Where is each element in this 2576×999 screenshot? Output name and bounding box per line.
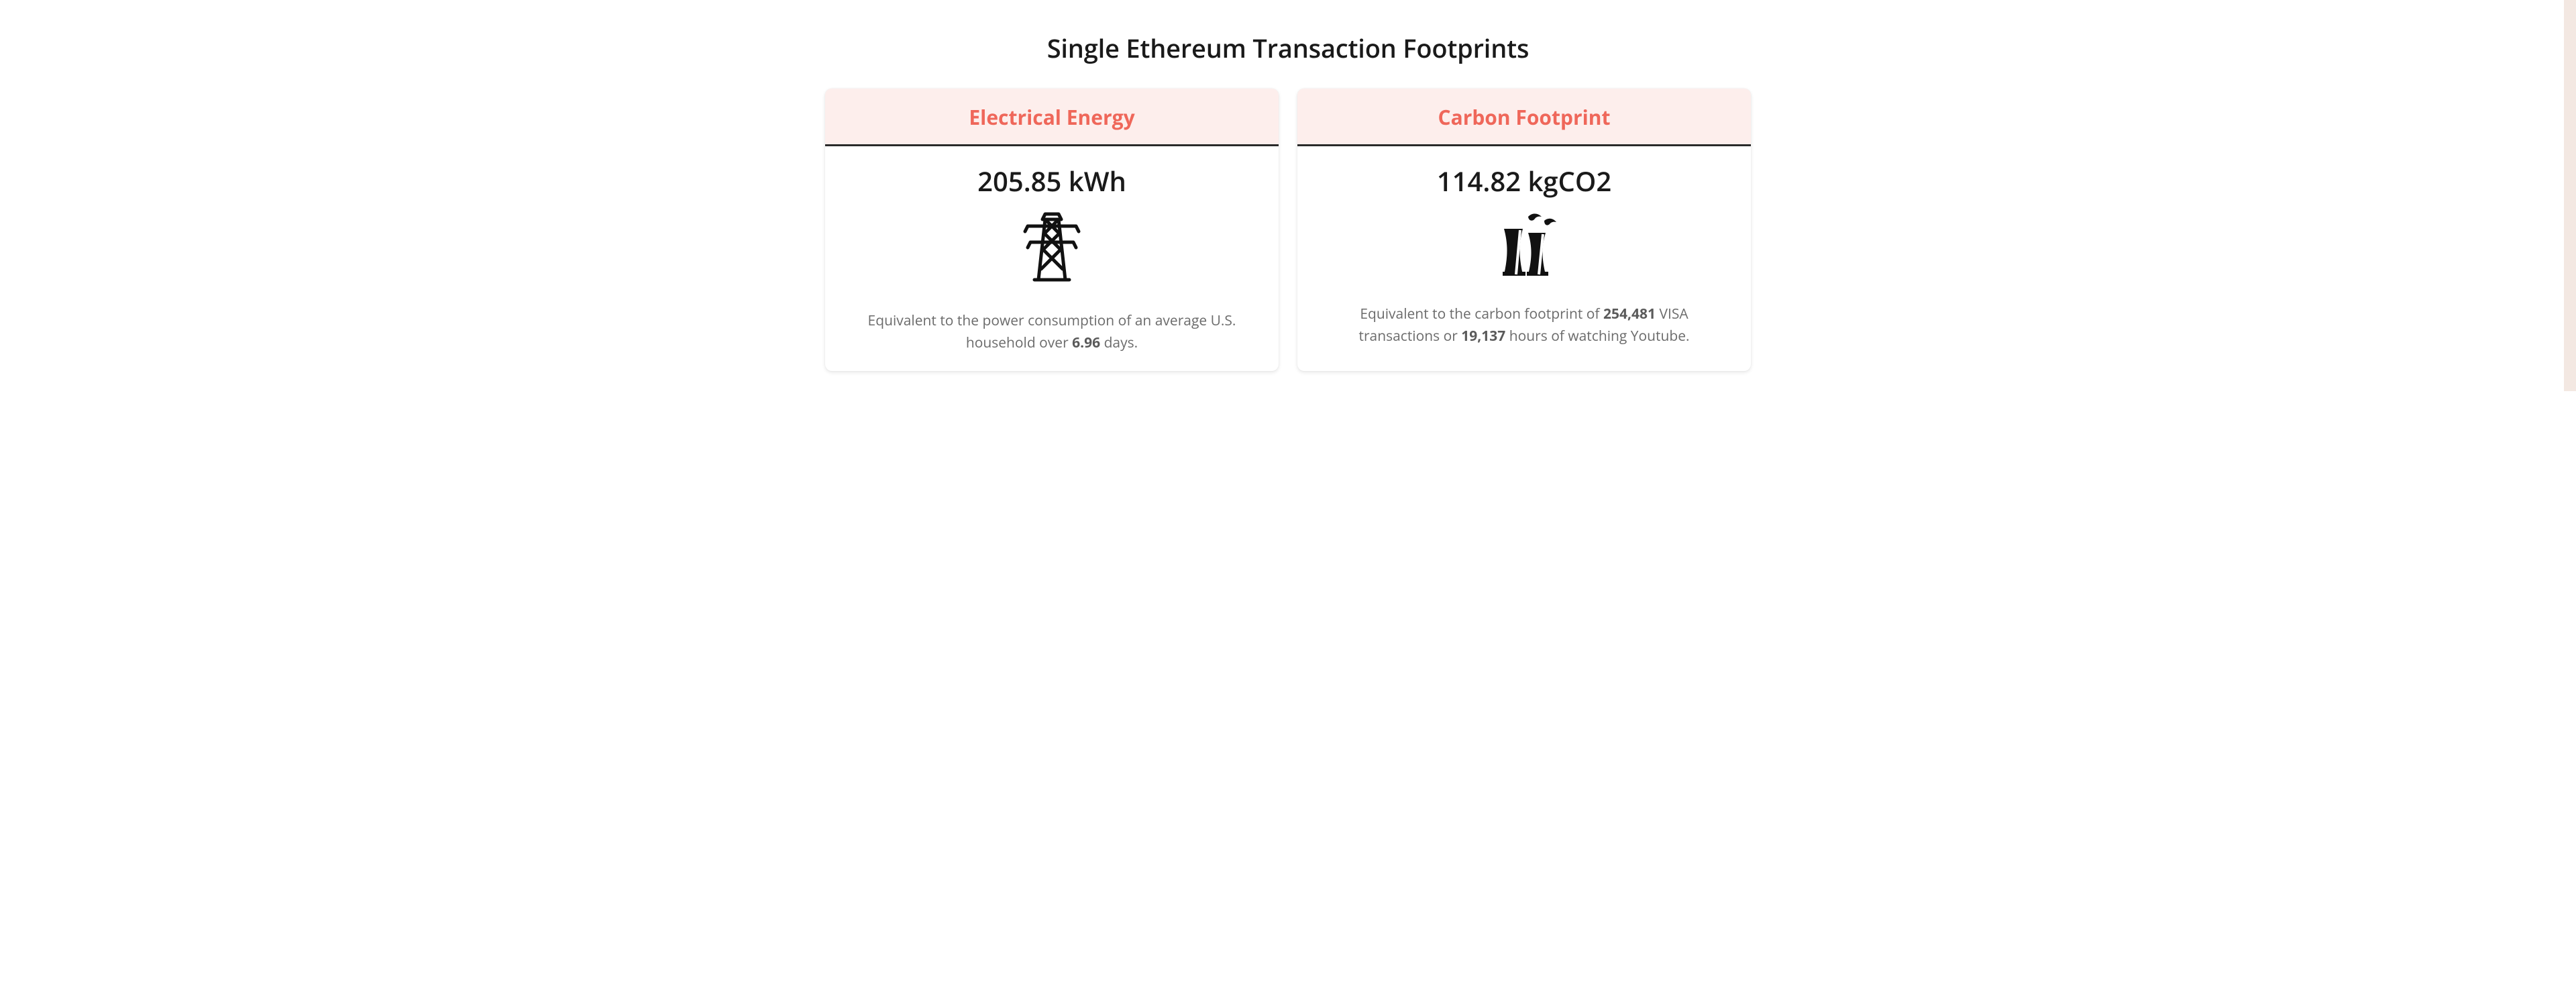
card-value-carbon: 114.82 kgCO2: [1316, 162, 1732, 199]
footer-bold: 6.96: [1072, 333, 1100, 352]
card-body-energy: 205.85 kWh: [825, 146, 1279, 301]
card-title-carbon: Carbon Footprint: [1304, 103, 1744, 131]
card-body-carbon: 114.82 kgCO2: [1297, 146, 1751, 294]
right-stripe: [2564, 0, 2576, 391]
card-value-energy: 205.85 kWh: [844, 162, 1260, 199]
card-footer-carbon: Equivalent to the carbon footprint of 25…: [1297, 294, 1751, 364]
footer-bold: 254,481: [1603, 305, 1656, 323]
footer-bold: 19,137: [1461, 327, 1505, 346]
section-title: Single Ethereum Transaction Footprints: [825, 31, 1751, 66]
content-container: Single Ethereum Transaction Footprints E…: [798, 0, 1778, 391]
card-title-energy: Electrical Energy: [832, 103, 1272, 131]
card-header-energy: Electrical Energy: [825, 89, 1279, 146]
card-footer-energy: Equivalent to the power consumption of a…: [825, 301, 1279, 371]
cooling-tower-icon: [1484, 210, 1564, 280]
footer-text: Equivalent to the power consumption of a…: [868, 311, 1236, 352]
card-carbon-footprint: Carbon Footprint 114.82 kgCO2: [1297, 89, 1751, 371]
footer-text: days.: [1100, 333, 1138, 352]
cards-row: Electrical Energy 205.85 kWh: [825, 89, 1751, 371]
card-electrical-energy: Electrical Energy 205.85 kWh: [825, 89, 1279, 371]
card-header-carbon: Carbon Footprint: [1297, 89, 1751, 146]
power-tower-icon: [1018, 210, 1085, 287]
footer-text: Equivalent to the carbon footprint of: [1360, 305, 1603, 323]
footer-text: hours of watching Youtube.: [1505, 327, 1689, 346]
